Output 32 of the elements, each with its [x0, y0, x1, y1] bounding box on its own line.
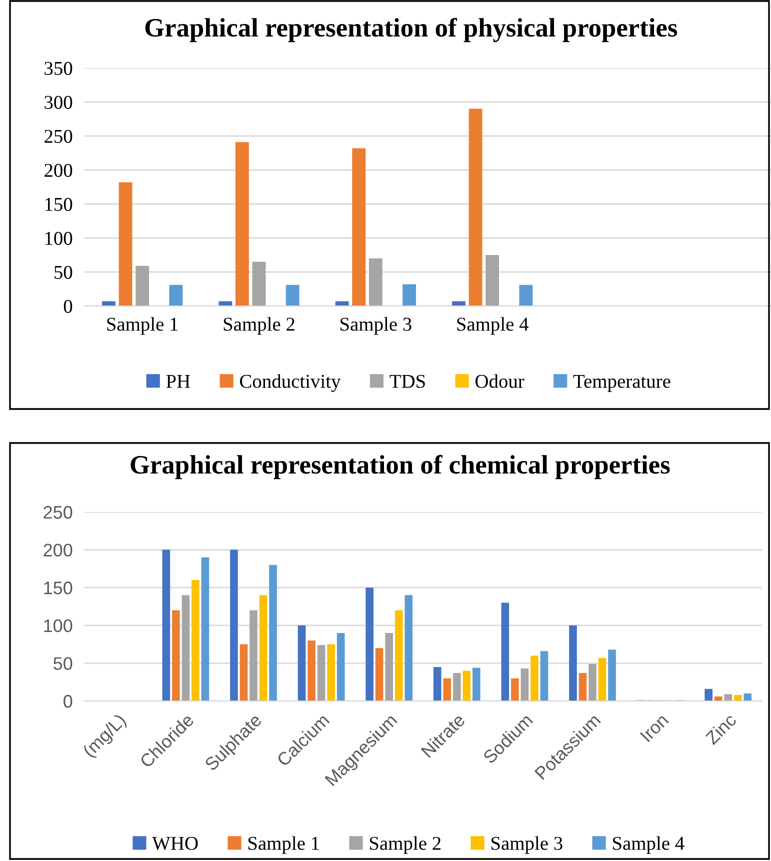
x-tick-label: Zinc: [704, 712, 738, 746]
y-tick-label: 100: [44, 619, 72, 632]
chart-title: Graphical representation of physical properties: [145, 18, 678, 42]
y-tick-label: 150: [45, 198, 72, 211]
y-tick-label: 200: [44, 544, 72, 557]
legend-label: Conductivity: [240, 374, 341, 392]
y-tick-label: 50: [54, 266, 72, 279]
legend-label: PH: [166, 374, 190, 388]
legend-label: Sample 1: [248, 836, 319, 854]
x-tick-label: Sample 2: [224, 317, 294, 335]
legend-label: Sample 4: [613, 836, 684, 854]
y-tick-label: 150: [44, 582, 72, 594]
x-tick-label: Sample 4: [457, 317, 528, 335]
legend-label: Sample 3: [491, 836, 562, 854]
legend-label: Sample 2: [370, 836, 440, 854]
legend-label: Temperature: [573, 374, 670, 392]
y-tick-label: 50: [54, 657, 72, 670]
y-tick-label: 250: [44, 130, 72, 143]
y-tick-label: 350: [44, 62, 72, 75]
legend-label: WHO: [152, 836, 198, 850]
legend-label: TDS: [390, 374, 425, 388]
chart-title: Graphical representation of chemical properties: [130, 454, 670, 480]
y-tick-label: 0: [64, 694, 72, 708]
x-tick-label: Sample 1: [107, 317, 178, 335]
y-tick-label: 250: [44, 506, 72, 519]
legend-label: Odour: [476, 374, 524, 388]
y-tick-label: 200: [44, 164, 72, 177]
x-tick-label: Sample 3: [340, 317, 412, 335]
y-tick-label: 100: [45, 232, 72, 245]
y-tick-label: 0: [64, 300, 72, 313]
y-tick-label: 300: [44, 96, 72, 109]
x-tick-label: Iron: [640, 713, 669, 742]
